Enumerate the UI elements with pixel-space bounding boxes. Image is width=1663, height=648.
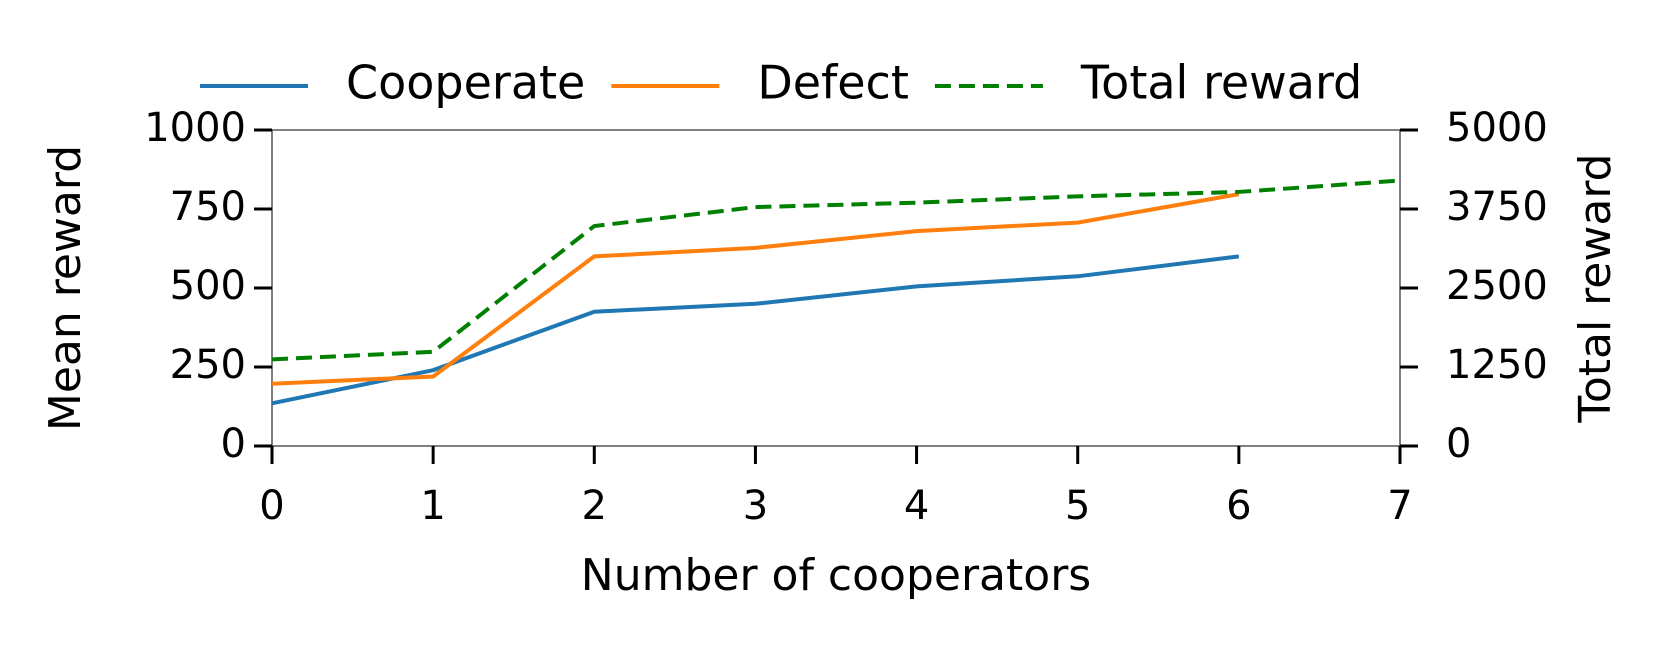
series-line bbox=[271, 192, 1240, 386]
x-tick-label: 2 bbox=[582, 483, 607, 529]
legend-label: Defect bbox=[757, 56, 909, 110]
x-tick-label: 4 bbox=[904, 483, 929, 529]
legend-label: Cooperate bbox=[346, 56, 585, 110]
series-line bbox=[271, 254, 1240, 406]
y-axis-label: Mean reward bbox=[40, 145, 91, 431]
y-tick-label: 250 bbox=[170, 342, 246, 388]
y-tick-label: 500 bbox=[170, 263, 246, 309]
x-tick-label: 5 bbox=[1065, 483, 1090, 529]
x-tick-label: 0 bbox=[259, 483, 284, 529]
y2-tick-label: 2500 bbox=[1446, 263, 1548, 309]
y2-axis-label: Total reward bbox=[1570, 153, 1621, 423]
y2-tick-label: 0 bbox=[1446, 421, 1471, 467]
y-tick-label: 1000 bbox=[144, 105, 246, 151]
x-tick-label: 1 bbox=[420, 483, 445, 529]
plot-frame bbox=[271, 129, 1401, 447]
x-tick-label: 7 bbox=[1387, 483, 1412, 529]
x-tick-label: 3 bbox=[743, 483, 768, 529]
y2-tick-label: 5000 bbox=[1446, 105, 1548, 151]
x-axis-label: Number of cooperators bbox=[581, 550, 1091, 601]
series-line bbox=[271, 178, 1401, 362]
x-tick-label: 6 bbox=[1226, 483, 1251, 529]
y2-tick-label: 3750 bbox=[1446, 184, 1548, 230]
y2-tick-label: 1250 bbox=[1446, 342, 1548, 388]
legend-label: Total reward bbox=[1080, 56, 1362, 110]
y-tick-label: 750 bbox=[170, 184, 246, 230]
y-tick-label: 0 bbox=[221, 421, 246, 467]
